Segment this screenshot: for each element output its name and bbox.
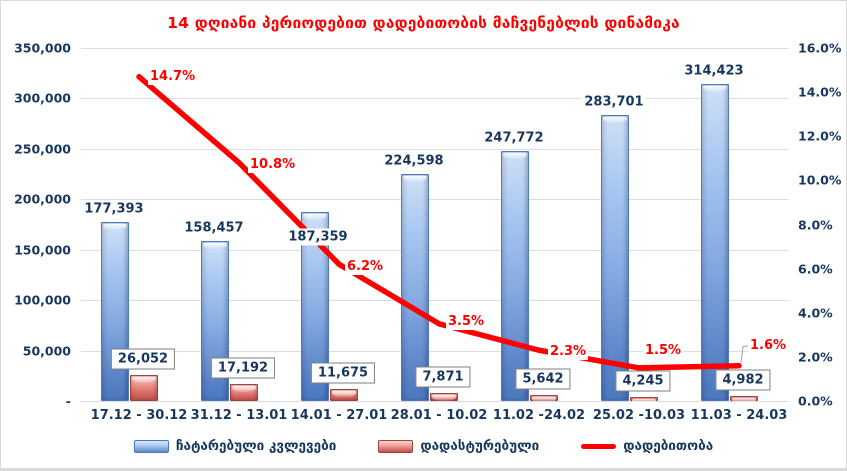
chart-title: 14 დღიანი პერიოდებით დადებითობის მაჩვენე… [167,14,680,32]
x-axis-category-label: 25.02 -10.03 [592,408,686,423]
conducted-tests-value-label: 224,598 [381,152,447,170]
positivity-percent-label: 1.5% [643,342,684,359]
bar-confirmed [230,383,258,401]
legend-label-conducted-tests: ჩატარებული კვლევები [175,438,337,454]
blue-bar-swatch-icon [133,439,169,453]
x-axis-category-label: 11.02 -24.02 [492,408,586,423]
gridline [81,148,789,150]
bar-confirmed [630,396,658,406]
legend-item-confirmed: დადასტურებული [378,438,539,454]
gridline [81,300,789,302]
bar-confirmed [430,393,458,401]
conducted-tests-value-label: 283,701 [581,93,647,111]
red-bar-swatch-icon [378,439,414,453]
label-leader-line [740,345,749,363]
right-axis-tick-label: 14.0% [798,84,842,100]
gridline [81,98,789,100]
bar-confirmed [130,374,158,401]
legend-item-positivity: დადებითობა [581,438,713,454]
right-axis-tick-label: 10.0% [798,172,842,188]
confirmed-value-label: 17,192 [210,357,276,379]
confirmed-value-label: 11,675 [310,362,376,384]
positivity-percent-label: 14.7% [148,68,198,85]
bar-conducted-tests [601,114,629,401]
right-axis-tick-label: 2.0% [798,349,833,365]
positivity-percent-label: 2.3% [548,344,589,361]
left-axis-tick-label: - [65,393,71,409]
right-axis-tick-label: 8.0% [798,217,833,232]
left-axis-tick-label: 100,000 [14,292,71,308]
left-axis-tick-label: 50,000 [22,343,71,359]
chart-legend: ჩატარებული კვლევები დადასტურებული დადები… [1,438,846,454]
right-axis-tick-label: 16.0% [798,40,842,56]
conducted-tests-value-label: 177,393 [81,200,147,218]
gridline [81,199,789,201]
positivity-percent-label: 10.8% [248,156,298,173]
conducted-tests-value-label: 314,423 [681,62,747,80]
left-axis-tick-label: 350,000 [14,40,71,56]
left-axis-tick-label: 200,000 [14,191,71,207]
gridline [81,48,789,49]
bar-conducted-tests [701,83,729,401]
gridline [81,249,789,251]
left-axis-tick-label: 150,000 [14,242,71,258]
bar-confirmed [730,395,758,404]
positivity-percent-label: 1.6% [748,337,789,354]
conducted-tests-value-label: 158,457 [181,219,247,237]
legend-label-positivity: დადებითობა [623,438,714,454]
left-axis-tick-label: 300,000 [14,90,71,106]
bar-conducted-tests [101,222,129,401]
confirmed-value-label: 7,871 [415,366,471,388]
right-axis-tick-label: 4.0% [798,305,833,321]
x-axis-category-label: 28.01 - 10.02 [390,408,488,423]
red-line-swatch-icon [581,443,617,449]
x-axis-category-label: 31.12 - 13.01 [190,408,288,423]
gridline [81,401,789,402]
right-axis-tick-label: 12.0% [798,128,842,144]
left-axis-tick-label: 250,000 [14,141,71,157]
positivity-percent-label: 3.5% [446,313,487,330]
confirmed-value-label: 5,642 [515,368,571,390]
bar-confirmed [330,389,358,401]
bar-confirmed [530,395,558,403]
legend-label-confirmed: დადასტურებული [420,438,540,454]
conducted-tests-value-label: 187,359 [285,228,351,246]
x-axis-category-label: 17.12 - 30.12 [90,408,188,423]
right-axis-tick-label: 0.0% [798,393,833,409]
confirmed-value-label: 4,245 [615,370,671,392]
bar-conducted-tests [501,151,529,401]
confirmed-value-label: 4,982 [715,369,771,391]
x-axis-category-label: 11.03 - 24.03 [690,408,788,423]
legend-item-conducted-tests: ჩატარებული კვლევები [133,438,337,454]
conducted-tests-value-label: 247,772 [481,129,547,147]
right-axis-tick-label: 6.0% [798,261,833,277]
confirmed-value-label: 26,052 [110,348,176,370]
positivity-percent-label: 6.2% [345,259,386,276]
x-axis-category-label: 14.01 - 27.01 [290,408,388,423]
